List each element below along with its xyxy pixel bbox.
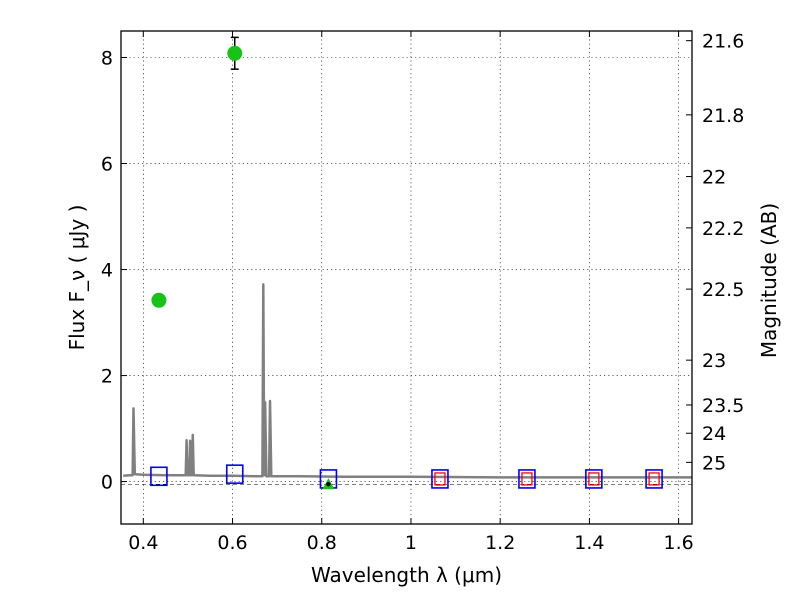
y-tick-label: 6: [101, 154, 113, 176]
model-photometry-box: [585, 469, 603, 489]
y-right-tick-label: 22: [702, 167, 726, 189]
plot-frame: [120, 30, 693, 525]
x-tick-label: 0.6: [217, 532, 247, 554]
x-tick-label: 0.8: [307, 532, 337, 554]
model-photometry-box: [431, 469, 449, 489]
model-photometry-nir-box: [434, 472, 446, 486]
y-right-tick-label: 24: [702, 423, 726, 445]
model-photometry-nir-box: [588, 472, 600, 486]
model-photometry: [150, 464, 663, 489]
y-tick-label: 8: [101, 48, 113, 70]
y-right-tick-label: 23.5: [702, 395, 744, 417]
y-tick-label: 2: [101, 366, 113, 388]
model-photometry-box: [645, 469, 663, 489]
y-tick-label: 0: [101, 472, 113, 494]
observed-points: [151, 36, 335, 490]
y-axis-label: Flux F_ν ( μJy ): [65, 205, 89, 351]
x-tick-label: 1: [405, 532, 417, 554]
model-photometry-box: [518, 469, 536, 489]
y-right-tick-label: 23: [702, 350, 726, 372]
x-axis-label: Wavelength λ (μm): [311, 563, 502, 587]
y-right-tick-label: 22.5: [702, 279, 744, 301]
y-right-tick-label: 21.6: [702, 31, 744, 53]
spectrum: [121, 283, 692, 485]
y-right-tick-label: 21.8: [702, 105, 744, 127]
observed-point: [227, 45, 243, 61]
x-tick-label: 1.2: [485, 532, 515, 554]
ticks: 0.4 0.6 0.8 1 1.2 1.4 1.60246821.621.82222.222…: [101, 31, 744, 554]
grid: [121, 31, 692, 524]
x-tick-label: 1.4: [574, 532, 604, 554]
model-photometry-box: [225, 464, 244, 484]
x-tick-label: 1.6: [664, 532, 694, 554]
y-right-tick-label: 25: [702, 452, 726, 474]
upper-limit-marker: [326, 482, 331, 487]
model-photometry-box: [150, 466, 168, 487]
model-photometry-nir-box: [648, 472, 660, 486]
model-spectrum-line: [123, 283, 692, 479]
y-right-tick-label: 22.2: [702, 218, 744, 240]
model-photometry-nir-box: [521, 472, 533, 486]
x-tick-label: 0.4: [128, 532, 158, 554]
y-tick-label: 4: [101, 260, 113, 282]
observed-point: [151, 292, 167, 308]
y-axis-right-label: Magnitude (AB): [757, 203, 781, 358]
